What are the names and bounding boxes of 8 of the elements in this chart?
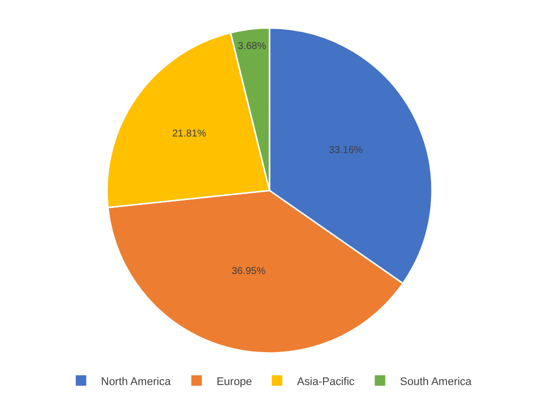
- data-label: 3.68%: [238, 41, 266, 52]
- legend-label: Europe: [216, 376, 252, 388]
- data-label: 21.81%: [172, 128, 206, 140]
- data-label: 36.95%: [232, 266, 266, 278]
- data-label: 33.16%: [328, 145, 363, 156]
- legend-label: North America: [101, 376, 172, 388]
- legend-label: Asia-Pacific: [297, 376, 356, 388]
- legend-label: South America: [400, 376, 472, 388]
